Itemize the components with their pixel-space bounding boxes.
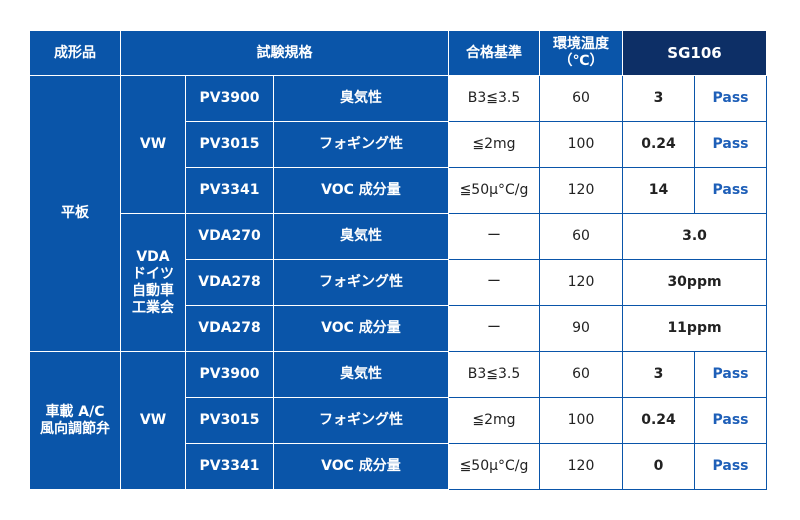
result-cell: Pass: [695, 122, 767, 168]
value-cell: 3: [623, 76, 695, 122]
value-cell: 14: [623, 168, 695, 214]
group-vda-line: 自動車: [121, 283, 185, 300]
value-cell: 11ppm: [623, 306, 767, 352]
test-code: PV3015: [186, 122, 274, 168]
result-cell: Pass: [695, 168, 767, 214]
group-air-vent-line2: 風向調節弁: [30, 421, 120, 438]
test-name: フォギング性: [274, 260, 449, 306]
criteria-cell: ≦50μ°C/g: [449, 168, 540, 214]
value-cell: 3: [623, 352, 695, 398]
temperature-cell: 100: [540, 122, 623, 168]
value-cell: 3.0: [623, 214, 767, 260]
group-flat: 平板: [30, 76, 121, 352]
criteria-cell: B3≦3.5: [449, 352, 540, 398]
temperature-cell: 120: [540, 444, 623, 490]
group-air-vent: 車載 A/C 風向調節弁: [30, 352, 121, 490]
header-temperature-line2: （℃）: [540, 53, 622, 70]
criteria-cell: ー: [449, 260, 540, 306]
temperature-cell: 120: [540, 260, 623, 306]
header-temperature-line1: 環境温度: [540, 36, 622, 53]
test-name: VOC 成分量: [274, 444, 449, 490]
header-criteria: 合格基準: [449, 31, 540, 76]
header-temperature: 環境温度 （℃）: [540, 31, 623, 76]
criteria-cell: ≦2mg: [449, 398, 540, 444]
table-row: 平板 VW PV3900 臭気性 B3≦3.5 60 3 Pass: [30, 76, 767, 122]
test-name: VOC 成分量: [274, 306, 449, 352]
temperature-cell: 60: [540, 214, 623, 260]
test-name: フォギング性: [274, 398, 449, 444]
header-product: SG106: [623, 31, 767, 76]
group-vw: VW: [121, 76, 186, 214]
header-test-spec: 試験規格: [121, 31, 449, 76]
group-vda-line: ドイツ: [121, 266, 185, 283]
criteria-cell: ー: [449, 214, 540, 260]
value-cell: 30ppm: [623, 260, 767, 306]
test-code: PV3341: [186, 444, 274, 490]
temperature-cell: 120: [540, 168, 623, 214]
criteria-cell: ≦50μ°C/g: [449, 444, 540, 490]
test-code: VDA270: [186, 214, 274, 260]
value-cell: 0.24: [623, 122, 695, 168]
result-cell: Pass: [695, 76, 767, 122]
test-code: VDA278: [186, 306, 274, 352]
test-code: VDA278: [186, 260, 274, 306]
group-vw: VW: [121, 352, 186, 490]
result-cell: Pass: [695, 398, 767, 444]
header-product-form: 成形品: [30, 31, 121, 76]
group-vda: VDA ドイツ 自動車 工業会: [121, 214, 186, 352]
test-name: 臭気性: [274, 214, 449, 260]
test-code: PV3015: [186, 398, 274, 444]
temperature-cell: 60: [540, 76, 623, 122]
test-name: フォギング性: [274, 122, 449, 168]
table-row: VDA ドイツ 自動車 工業会 VDA270 臭気性 ー 60 3.0: [30, 214, 767, 260]
value-cell: 0.24: [623, 398, 695, 444]
criteria-cell: B3≦3.5: [449, 76, 540, 122]
spec-table: 成形品 試験規格 合格基準 環境温度 （℃） SG106 平板 VW PV390…: [29, 30, 767, 490]
test-name: VOC 成分量: [274, 168, 449, 214]
group-vda-line: VDA: [121, 249, 185, 266]
test-name: 臭気性: [274, 352, 449, 398]
test-code: PV3900: [186, 352, 274, 398]
result-cell: Pass: [695, 444, 767, 490]
criteria-cell: ≦2mg: [449, 122, 540, 168]
table-row: 車載 A/C 風向調節弁 VW PV3900 臭気性 B3≦3.5 60 3 P…: [30, 352, 767, 398]
group-vda-line: 工業会: [121, 300, 185, 317]
temperature-cell: 100: [540, 398, 623, 444]
temperature-cell: 90: [540, 306, 623, 352]
criteria-cell: ー: [449, 306, 540, 352]
test-code: PV3341: [186, 168, 274, 214]
test-code: PV3900: [186, 76, 274, 122]
result-cell: Pass: [695, 352, 767, 398]
header-row: 成形品 試験規格 合格基準 環境温度 （℃） SG106: [30, 31, 767, 76]
value-cell: 0: [623, 444, 695, 490]
test-name: 臭気性: [274, 76, 449, 122]
temperature-cell: 60: [540, 352, 623, 398]
group-air-vent-line1: 車載 A/C: [30, 404, 120, 421]
